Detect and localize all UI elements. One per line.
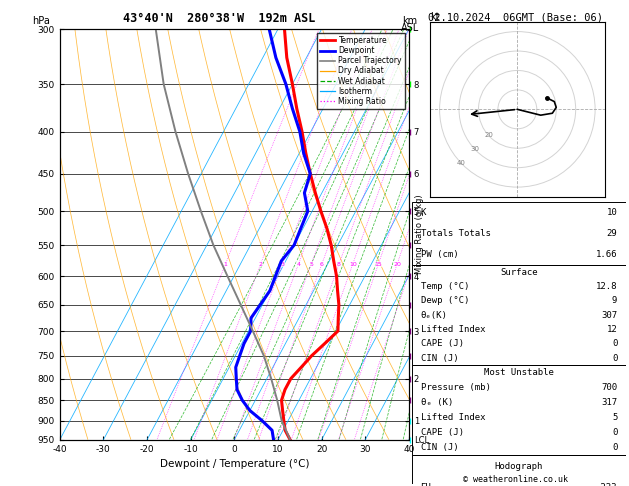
Text: 12: 12 [606,325,617,334]
Text: Lifted Index: Lifted Index [421,325,485,334]
Text: 3: 3 [281,261,284,266]
X-axis label: Dewpoint / Temperature (°C): Dewpoint / Temperature (°C) [160,459,309,469]
Text: hPa: hPa [33,16,50,26]
Text: 1: 1 [223,261,227,266]
Bar [412,202,626,265]
Text: ASL: ASL [401,23,420,34]
Text: 307: 307 [601,311,617,320]
Text: CAPE (J): CAPE (J) [421,428,464,437]
Text: © weatheronline.co.uk: © weatheronline.co.uk [464,474,568,484]
Text: CAPE (J): CAPE (J) [421,339,464,348]
Text: PW (cm): PW (cm) [421,250,458,259]
Text: 5: 5 [309,261,313,266]
Text: 5: 5 [612,413,617,422]
Text: Lifted Index: Lifted Index [421,413,485,422]
Text: 30: 30 [471,146,480,152]
Text: Most Unstable: Most Unstable [484,368,554,377]
Text: 1.66: 1.66 [596,250,617,259]
Text: 6: 6 [320,261,324,266]
Text: 10: 10 [606,208,617,217]
Text: Temp (°C): Temp (°C) [421,282,469,291]
Text: 0: 0 [612,339,617,348]
Bar [412,365,626,455]
Bar [412,455,626,486]
Text: 0: 0 [612,443,617,452]
Text: EH: EH [421,483,431,486]
Text: 4: 4 [296,261,301,266]
Text: 12.8: 12.8 [596,282,617,291]
Text: 20: 20 [485,132,494,139]
Text: CIN (J): CIN (J) [421,353,458,363]
Text: 40: 40 [457,160,466,166]
Text: 0: 0 [612,353,617,363]
Text: Dewp (°C): Dewp (°C) [421,296,469,305]
Text: Mixing Ratio (g/kg): Mixing Ratio (g/kg) [415,195,425,274]
Text: θₑ (K): θₑ (K) [421,398,453,407]
Bar [412,265,626,365]
Text: kt: kt [430,12,440,22]
Text: 02.10.2024  06GMT (Base: 06): 02.10.2024 06GMT (Base: 06) [428,12,603,22]
Legend: Temperature, Dewpoint, Parcel Trajectory, Dry Adiabat, Wet Adiabat, Isotherm, Mi: Temperature, Dewpoint, Parcel Trajectory… [317,33,405,109]
Text: 43°40'N  280°38'W  192m ASL: 43°40'N 280°38'W 192m ASL [123,12,315,25]
Text: 317: 317 [601,398,617,407]
Text: 9: 9 [612,296,617,305]
Text: 15: 15 [374,261,382,266]
Text: 8: 8 [337,261,341,266]
Text: K: K [421,208,426,217]
Text: km: km [403,16,418,26]
Text: Surface: Surface [500,268,538,277]
Text: CIN (J): CIN (J) [421,443,458,452]
Text: 29: 29 [606,229,617,238]
Text: 20: 20 [393,261,401,266]
Text: 700: 700 [601,383,617,392]
Text: Pressure (mb): Pressure (mb) [421,383,491,392]
Text: Totals Totals: Totals Totals [421,229,491,238]
Text: Hodograph: Hodograph [495,462,543,470]
Text: 2: 2 [259,261,263,266]
Text: 0: 0 [612,428,617,437]
Text: -223: -223 [596,483,617,486]
Text: 10: 10 [349,261,357,266]
Text: θₑ(K): θₑ(K) [421,311,447,320]
